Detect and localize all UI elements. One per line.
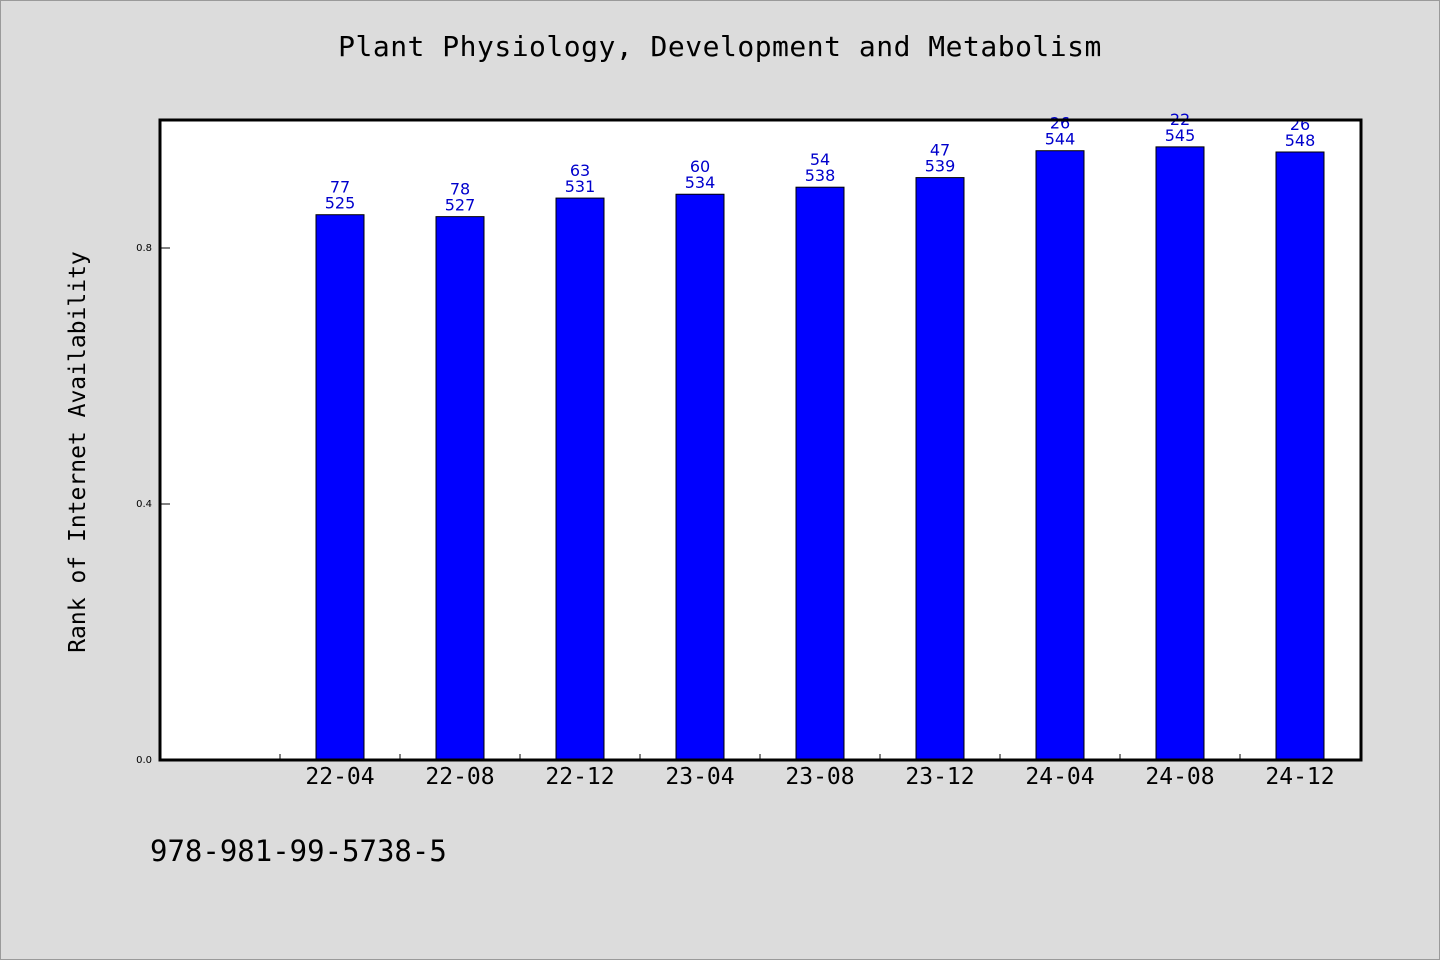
bar [1035, 150, 1085, 761]
x-tick-label: 23-08 [785, 764, 854, 790]
isbn-label: 978-981-99-5738-5 [150, 834, 447, 868]
bar-label-rank: 63 [570, 161, 590, 180]
bar [1155, 146, 1205, 761]
y-tick-label: 0.4 [136, 499, 152, 510]
x-tick-label: 24-12 [1265, 764, 1334, 790]
bar [915, 177, 965, 761]
y-tick-label: 0.8 [136, 243, 152, 254]
bar-label-count: 545 [1165, 126, 1196, 145]
x-tick-label: 22-04 [305, 764, 374, 790]
bar [315, 214, 365, 761]
plot-border [158, 118, 1363, 762]
bar-label-rank: 60 [690, 157, 710, 176]
x-tick-label: 24-04 [1025, 764, 1094, 790]
bar-label-rank: 77 [330, 178, 350, 197]
bar [1275, 151, 1325, 761]
bar-label-rank: 26 [1050, 114, 1070, 133]
bar-label-count: 531 [565, 177, 596, 196]
chart-title: Plant Physiology, Development and Metabo… [338, 30, 1102, 63]
bar-label-count: 548 [1285, 131, 1316, 150]
bar-label-count: 538 [805, 166, 836, 185]
x-tick-label: 23-04 [665, 764, 734, 790]
bar-label-rank: 54 [810, 150, 830, 169]
bar-label-rank: 47 [930, 141, 950, 160]
bar-label-count: 525 [325, 194, 356, 213]
x-tick-label: 22-08 [425, 764, 494, 790]
bar [555, 197, 605, 761]
bar-label-rank: 78 [450, 180, 470, 199]
x-tick-label: 24-08 [1145, 764, 1214, 790]
y-tick-label: 0.0 [136, 755, 152, 766]
bar [675, 193, 725, 761]
bar [435, 216, 485, 761]
bar-label-count: 534 [685, 173, 716, 192]
x-tick-label: 22-12 [545, 764, 614, 790]
bar-label-count: 544 [1045, 130, 1076, 149]
bar-label-count: 527 [445, 196, 476, 215]
bar [795, 186, 845, 761]
x-tick-label: 23-12 [905, 764, 974, 790]
bar-label-count: 539 [925, 157, 956, 176]
